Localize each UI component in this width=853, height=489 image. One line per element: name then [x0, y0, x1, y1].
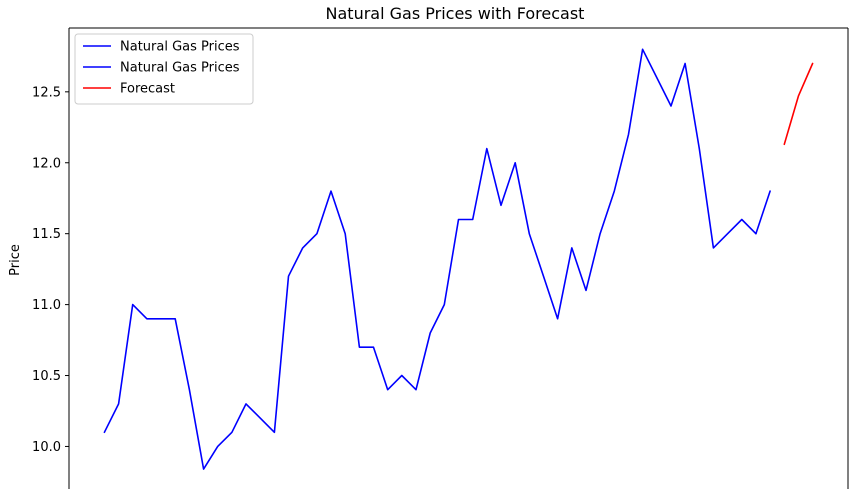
legend: Natural Gas Prices Natural Gas Prices Fore… [74, 33, 254, 105]
y-tick-label: 11.5 [32, 227, 61, 242]
series-line-1 [103, 48, 757, 470]
y-tick-label: 12.5 [32, 85, 61, 100]
legend-label: Natural Gas Prices [120, 61, 240, 76]
series-line-3 [783, 62, 814, 146]
y-tick-label: 12.0 [32, 156, 61, 171]
plot-area [103, 48, 814, 470]
legend-label: Natural Gas Prices [120, 40, 240, 55]
y-tick-label: 10.5 [32, 369, 61, 384]
y-tick-label: 10.0 [32, 440, 61, 455]
legend-label: Forecast [120, 82, 175, 97]
axes: 10.0 10.5 11.0 11.5 12.0 12.5 [32, 27, 849, 489]
y-tick-label: 11.0 [32, 298, 61, 313]
legend-box [74, 33, 254, 105]
series-line-2 [755, 190, 771, 235]
y-axis-label: Price [8, 244, 23, 276]
chart-title: Natural Gas Prices with Forecast [326, 4, 585, 23]
